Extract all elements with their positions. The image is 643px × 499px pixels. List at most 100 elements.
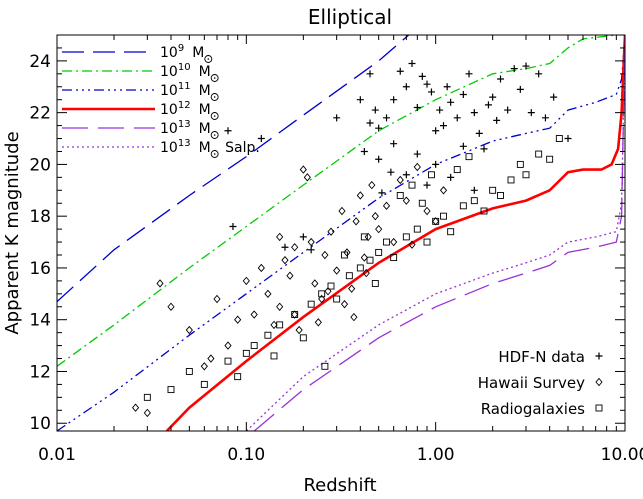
solar-symbol-icon <box>210 131 219 139</box>
square-point <box>413 225 421 233</box>
diamond-point <box>408 240 416 249</box>
legend-marker-label: HDF-N data <box>498 348 585 366</box>
solar-symbol-icon <box>210 74 219 82</box>
square-point <box>423 238 431 246</box>
square-point <box>270 352 278 360</box>
legend-marker-label: Hawaii Survey <box>478 374 585 392</box>
plus-point <box>453 114 461 122</box>
diamond-point <box>281 255 289 265</box>
plus-point <box>504 106 512 114</box>
diamond-point <box>396 175 404 185</box>
diamond-point <box>371 211 379 221</box>
diamond-point <box>364 232 372 242</box>
plot-marks <box>57 35 625 431</box>
plus-point <box>510 65 518 73</box>
diamond-point <box>368 180 376 190</box>
square-point <box>185 368 193 375</box>
x-tick-label: 0.01 <box>38 445 76 465</box>
square-point <box>234 373 242 381</box>
square-point <box>408 181 416 189</box>
diamond-point <box>224 341 232 350</box>
diamond-point <box>360 253 368 262</box>
plus-point <box>436 106 444 114</box>
diamond-point <box>291 243 299 252</box>
diamond-point <box>286 271 294 280</box>
square-point <box>427 171 435 179</box>
plus-point <box>527 109 535 117</box>
plus-point <box>360 147 368 155</box>
square-point <box>341 251 348 259</box>
plus-point <box>459 91 467 99</box>
diamond-point <box>356 191 364 200</box>
plus-point <box>496 75 504 83</box>
model-line-0 <box>57 35 410 303</box>
square-point <box>497 192 504 199</box>
plus-point <box>356 96 364 104</box>
legend-marker-label: Radiogalaxies <box>481 400 585 418</box>
plus-point <box>432 127 440 135</box>
legend-line-label: 1012 M <box>160 100 211 118</box>
square-point <box>276 321 284 329</box>
plus-point <box>375 155 383 163</box>
diamond-point <box>307 237 315 247</box>
diamond-point <box>327 227 335 236</box>
plus-point <box>480 145 488 153</box>
square-point <box>447 228 455 236</box>
plus-point <box>447 98 455 106</box>
square-point <box>465 153 473 161</box>
diamond-point <box>390 237 398 247</box>
solar-symbol-icon <box>210 150 219 158</box>
square-point <box>307 300 315 308</box>
diamond-point <box>276 232 284 242</box>
legend-diamond-symbol <box>595 377 603 387</box>
diamond-point <box>234 315 242 324</box>
diamond-point <box>318 294 326 304</box>
legend-line-label: 1011 M <box>160 81 211 99</box>
y-tick-label: 18 <box>29 207 51 227</box>
plus-point <box>299 233 307 241</box>
solar-symbol-icon <box>204 55 213 63</box>
plus-point <box>371 106 379 114</box>
plus-point <box>470 186 478 194</box>
square-point <box>480 207 488 215</box>
plot-area <box>57 35 625 431</box>
model-line-2 <box>57 35 625 431</box>
chart-title: Elliptical <box>308 5 392 29</box>
solar-symbol-dot <box>213 153 216 155</box>
diamond-point <box>303 173 311 182</box>
plus-point <box>390 96 398 104</box>
y-tick-label: 24 <box>29 52 51 72</box>
square-point <box>366 256 374 264</box>
solar-symbol-dot <box>213 134 216 136</box>
square-point <box>167 386 175 394</box>
y-tick-label: 22 <box>29 104 51 124</box>
diamond-point <box>314 318 322 327</box>
y-tick-label: 12 <box>29 362 51 382</box>
diamond-point <box>350 312 358 322</box>
square-point <box>453 166 461 174</box>
y-tick-label: 16 <box>29 259 51 279</box>
plus-point <box>475 129 483 137</box>
diamond-point <box>291 310 299 319</box>
plus-point <box>465 70 473 78</box>
plus-point <box>535 70 543 78</box>
square-point <box>345 272 353 280</box>
plus-point <box>459 142 467 150</box>
square-point <box>250 342 258 350</box>
plus-point <box>470 109 478 117</box>
square-point <box>200 380 208 388</box>
plus-point <box>366 70 374 78</box>
square-point <box>360 233 368 241</box>
plus-point <box>307 246 315 254</box>
diamond-point <box>333 266 341 275</box>
plot-frame <box>56 34 626 432</box>
plus-point <box>541 114 549 122</box>
square-point <box>507 176 515 184</box>
plus-point <box>432 160 440 168</box>
square-point <box>356 264 364 272</box>
plus-point <box>443 83 451 91</box>
square-point <box>375 248 383 256</box>
plus-point <box>423 80 431 88</box>
plus-point <box>281 243 289 251</box>
